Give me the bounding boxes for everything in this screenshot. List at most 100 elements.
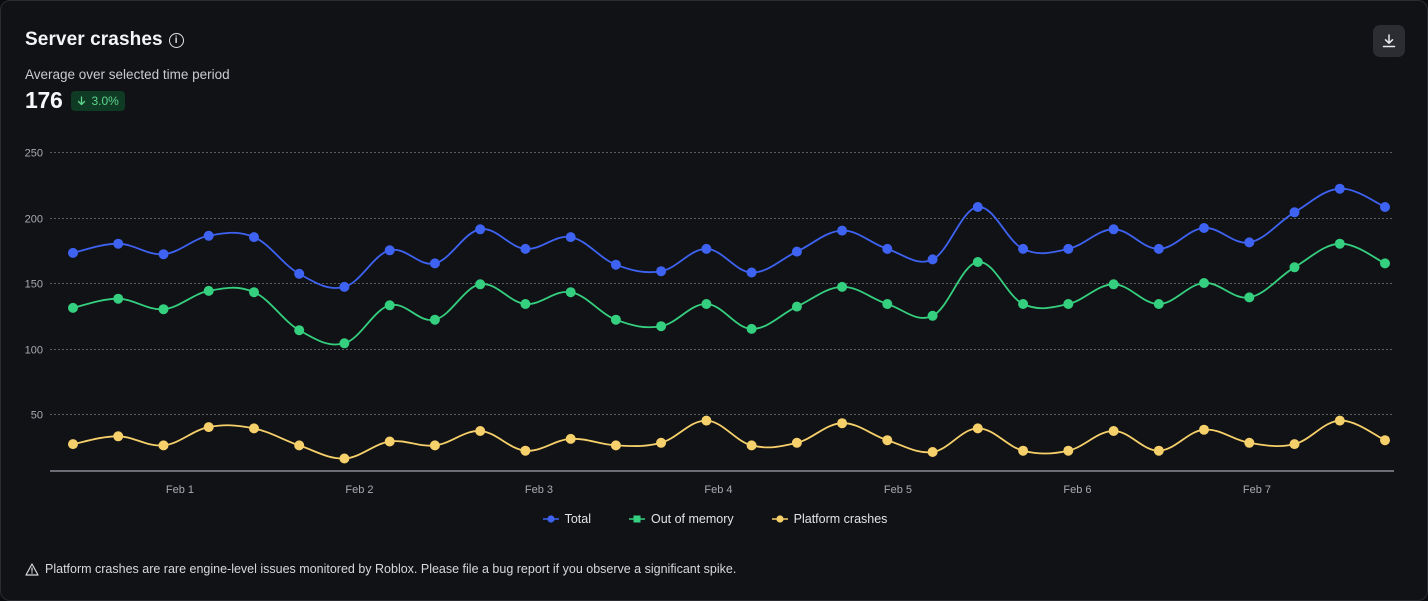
data-point-platform-crashes	[610, 440, 621, 451]
legend-item-total[interactable]: Total	[542, 512, 591, 526]
data-point-out-of-memory	[475, 279, 486, 290]
data-point-out-of-memory	[1153, 299, 1164, 309]
legend-label: Total	[564, 512, 591, 526]
data-point-total	[339, 281, 350, 292]
data-point-platform-crashes	[158, 440, 169, 451]
data-point-platform-crashes	[1018, 445, 1029, 456]
data-point-platform-crashes	[972, 423, 983, 434]
data-point-total	[294, 268, 305, 279]
legend-label: Out of memory	[650, 512, 734, 526]
data-point-platform-crashes	[339, 453, 350, 464]
data-point-out-of-memory	[339, 338, 350, 349]
data-point-platform-crashes	[1063, 445, 1074, 456]
data-point-out-of-memory	[1334, 238, 1345, 249]
metric-row: 176 3.0%	[25, 87, 125, 114]
data-point-out-of-memory	[158, 304, 169, 315]
x-tick-label: Feb 3	[525, 484, 553, 496]
line-chart: 50 100 150 200 250 Feb 1 Feb 2 Feb 3 Feb 4 Feb 5 F…	[25, 148, 1394, 496]
data-point-platform-crashes	[294, 440, 305, 451]
data-point-platform-crashes	[656, 437, 667, 448]
arrow-down-icon	[78, 95, 86, 105]
data-point-out-of-memory	[429, 314, 440, 325]
title-row: Server crashes i	[25, 29, 184, 51]
data-point-out-of-memory	[882, 299, 893, 309]
data-point-platform-crashes	[384, 436, 395, 447]
footnote: Platform crashes are rare engine-level i…	[25, 562, 736, 576]
x-tick-label: Feb 5	[884, 484, 912, 496]
data-point-total	[1199, 223, 1209, 233]
series-line-out-of-memory	[72, 242, 1386, 346]
data-point-total	[610, 259, 621, 270]
data-point-total	[565, 232, 576, 243]
data-point-out-of-memory	[565, 287, 576, 298]
data-point-platform-crashes	[882, 435, 893, 446]
data-point-total	[1108, 224, 1119, 235]
data-point-total	[746, 267, 757, 278]
data-point-total	[1334, 183, 1345, 194]
y-tick-label: 200	[25, 214, 43, 226]
data-point-out-of-memory	[927, 310, 938, 321]
data-point-platform-crashes	[746, 440, 757, 451]
series-line-total	[72, 187, 1386, 289]
data-point-out-of-memory	[520, 299, 531, 309]
data-point-out-of-memory	[1244, 292, 1255, 303]
data-point-total	[1380, 202, 1390, 212]
data-point-total	[384, 245, 395, 256]
data-point-platform-crashes	[927, 447, 938, 457]
data-point-platform-crashes	[565, 433, 576, 444]
data-point-out-of-memory	[1063, 299, 1074, 309]
data-point-total	[520, 243, 531, 254]
data-point-platform-crashes	[429, 440, 440, 451]
change-value: 3.0%	[91, 93, 119, 108]
data-point-platform-crashes	[249, 423, 259, 434]
data-point-total	[1153, 243, 1164, 254]
data-point-out-of-memory	[746, 323, 757, 334]
change-badge: 3.0%	[71, 90, 125, 111]
legend-square-marker-icon	[628, 515, 645, 523]
data-point-out-of-memory	[701, 299, 712, 309]
data-point-total	[927, 254, 938, 265]
data-point-platform-crashes	[1380, 435, 1390, 446]
data-point-total	[475, 224, 486, 235]
data-point-out-of-memory	[203, 285, 214, 296]
download-icon	[1382, 34, 1396, 48]
legend-item-platform-crashes[interactable]: Platform crashes	[771, 512, 888, 526]
data-point-total	[1018, 243, 1029, 254]
data-point-platform-crashes	[1244, 437, 1255, 448]
data-point-out-of-memory	[972, 257, 983, 267]
x-tick-label: Feb 1	[166, 484, 194, 496]
download-button[interactable]	[1373, 25, 1405, 57]
data-point-out-of-memory	[1199, 278, 1209, 288]
info-circle-icon[interactable]: i	[168, 33, 184, 48]
data-point-out-of-memory	[249, 287, 259, 298]
data-point-total	[429, 258, 440, 269]
card-title: Server crashes	[25, 29, 163, 50]
x-tick-label: Feb 6	[1063, 484, 1091, 496]
data-point-total	[972, 202, 983, 212]
legend-item-out-of-memory[interactable]: Out of memory	[628, 512, 734, 526]
x-tick-label: Feb 4	[704, 484, 732, 496]
data-point-total	[158, 249, 169, 260]
x-tick-label: Feb 7	[1243, 484, 1271, 496]
data-point-total	[68, 247, 78, 258]
data-point-platform-crashes	[1199, 424, 1209, 435]
data-point-out-of-memory	[1380, 258, 1390, 269]
data-point-out-of-memory	[68, 302, 78, 313]
data-point-out-of-memory	[837, 281, 848, 292]
data-point-out-of-memory	[1289, 262, 1300, 273]
data-point-platform-crashes	[837, 418, 848, 429]
data-point-out-of-memory	[294, 325, 305, 336]
data-point-out-of-memory	[1108, 279, 1119, 290]
footnote-text: Platform crashes are rare engine-level i…	[45, 562, 737, 576]
data-point-total	[1244, 237, 1255, 248]
data-point-platform-crashes	[701, 415, 712, 426]
data-point-out-of-memory	[610, 314, 621, 325]
data-point-total	[203, 230, 214, 241]
legend-label: Platform crashes	[793, 512, 888, 526]
data-point-out-of-memory	[384, 300, 395, 311]
y-tick-label: 150	[25, 279, 43, 291]
data-point-platform-crashes	[203, 422, 214, 433]
data-point-platform-crashes	[113, 431, 124, 442]
data-point-platform-crashes	[68, 439, 78, 450]
